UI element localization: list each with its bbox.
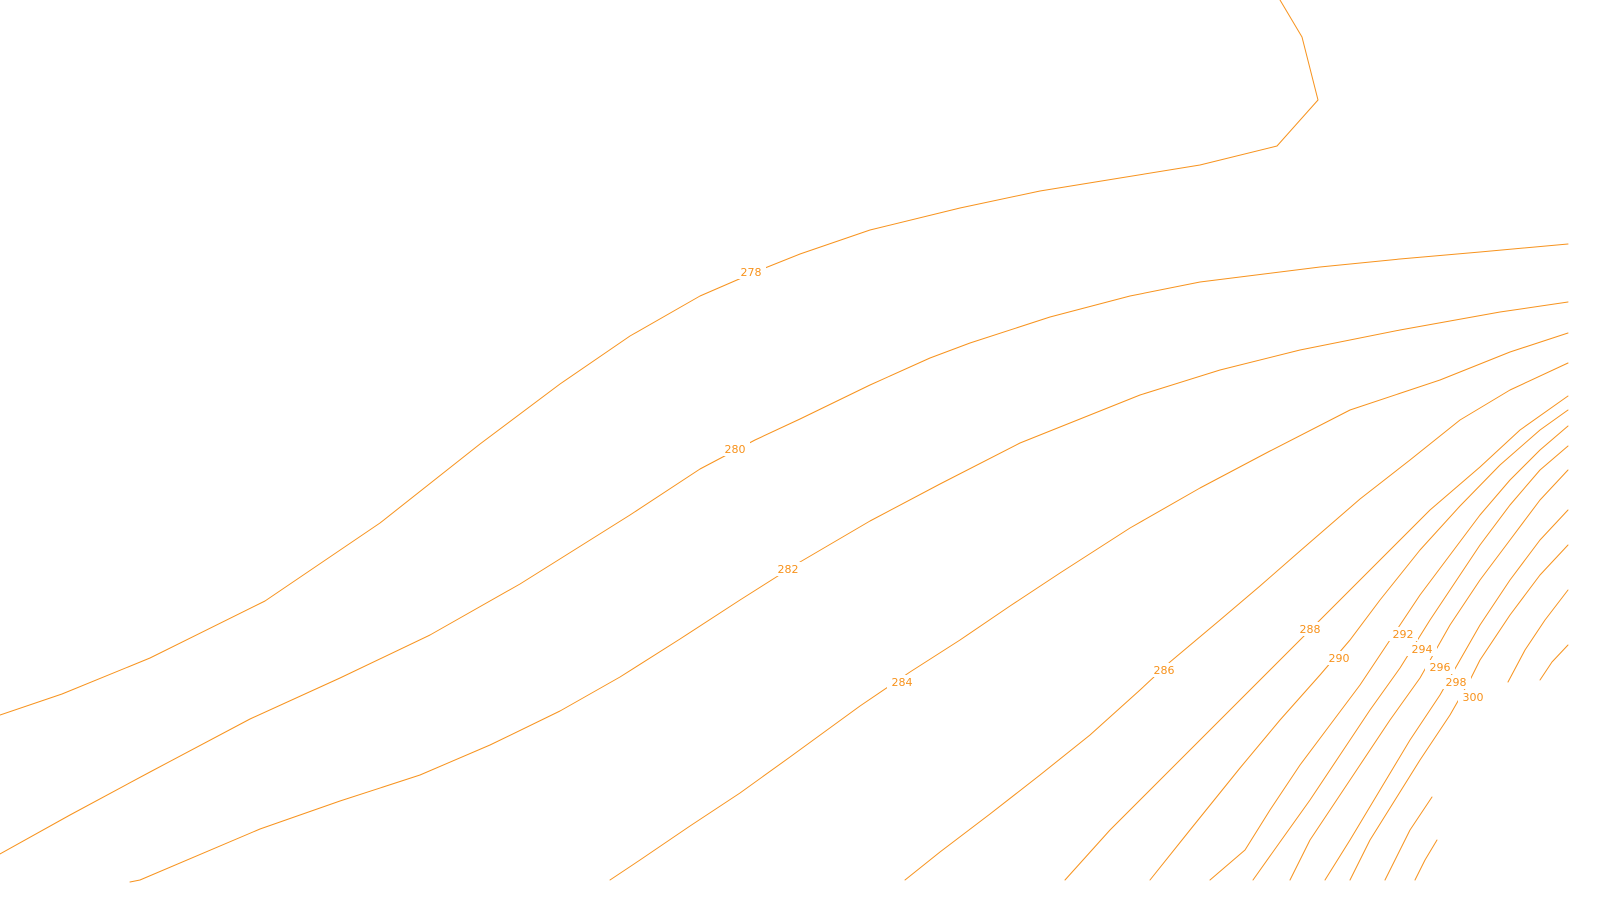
contour-label-292: 292 (1388, 627, 1418, 641)
svg-text:298: 298 (1446, 676, 1467, 689)
contour-line-292 (1209, 425, 1569, 881)
contour-label-294: 294 (1407, 642, 1437, 656)
svg-text:292: 292 (1393, 628, 1414, 641)
contour-label-282: 282 (773, 562, 803, 576)
svg-text:294: 294 (1412, 643, 1433, 656)
svg-text:280: 280 (725, 443, 746, 456)
contour-label-278: 278 (736, 265, 766, 279)
contour-lines (0, 0, 1569, 883)
contour-line-segment-d (1414, 839, 1438, 881)
svg-text:284: 284 (892, 676, 913, 689)
contour-line-290 (1149, 409, 1569, 881)
contour-line-296 (1289, 469, 1569, 881)
contour-line-284 (609, 332, 1569, 881)
contour-line-282 (129, 301, 1569, 883)
contour-label-280: 280 (720, 442, 750, 456)
contour-label-284: 284 (887, 675, 917, 689)
svg-text:296: 296 (1430, 661, 1451, 674)
contour-line-300 (1349, 544, 1569, 881)
contour-label-286: 286 (1149, 663, 1179, 677)
contour-line-288 (1064, 395, 1569, 881)
contour-label-290: 290 (1324, 651, 1354, 665)
svg-text:288: 288 (1300, 623, 1321, 636)
svg-text:290: 290 (1329, 652, 1350, 665)
svg-text:300: 300 (1463, 691, 1484, 704)
contour-line-298 (1324, 509, 1569, 881)
svg-text:286: 286 (1154, 664, 1175, 677)
contour-line-294 (1252, 445, 1569, 881)
contour-line-segment-a (1507, 589, 1569, 683)
svg-text:278: 278 (741, 266, 762, 279)
contour-label-296: 296 (1425, 660, 1455, 674)
contour-line-segment-c (1384, 796, 1433, 881)
contour-label-298: 298 (1441, 675, 1471, 689)
contour-label-288: 288 (1295, 622, 1325, 636)
contour-label-300: 300 (1458, 690, 1488, 704)
contour-line-278 (0, 0, 1319, 716)
contour-line-286 (904, 362, 1569, 881)
contour-line-280 (0, 243, 1569, 855)
contour-line-segment-b (1539, 644, 1569, 681)
contour-labels: 278 280 282 284 286 288 (720, 265, 1488, 704)
svg-text:282: 282 (778, 563, 799, 576)
